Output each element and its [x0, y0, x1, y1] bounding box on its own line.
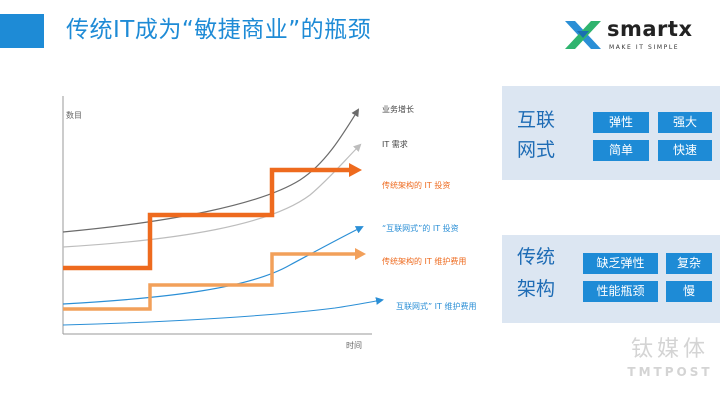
- traditional-maintenance-step: [63, 248, 366, 311]
- traditional-investment-step: [63, 163, 362, 271]
- slide-title: 传统IT成为“敏捷商业”的瓶颈: [66, 17, 372, 43]
- tag-lack-of-elasticity: 缺乏弹性: [583, 253, 658, 274]
- internet-investment-curve: [62, 226, 364, 305]
- it-demand-label: IT 需求: [382, 140, 408, 149]
- smartx-logo: smartx MAKE IT SIMPLE: [563, 17, 713, 59]
- title-accent-bar: [0, 14, 44, 48]
- internet-panel-title-line2: 网式: [516, 139, 555, 161]
- traditional-architecture-panel: 传统 架构 缺乏弹性 复杂 性能瓶颈 慢: [502, 235, 720, 323]
- business-growth-label: 业务增长: [382, 105, 414, 114]
- internet-maintenance-label: 互联网式” IT 维护费用: [396, 302, 477, 311]
- smartx-mark-icon: [565, 21, 601, 49]
- logo-name: smartx: [607, 17, 693, 41]
- tmtpost-watermark: 钛媒体 TMTPOST: [622, 336, 718, 398]
- traditional-panel-title-line1: 传统: [516, 246, 555, 268]
- tag-performance-bottleneck: 性能瓶颈: [583, 281, 658, 302]
- traditional-panel-title-line2: 架构: [516, 278, 555, 300]
- y-axis-label: 数目: [66, 111, 82, 120]
- internet-investment-label: “互联网式”的 IT 投资: [382, 224, 459, 233]
- tag-powerful: 强大: [658, 112, 712, 133]
- traditional-investment-label: 传统架构的 IT 投资: [382, 181, 451, 190]
- internet-panel-title-line1: 互联: [516, 109, 555, 131]
- internet-maintenance-curve: [62, 297, 384, 326]
- it-demand-curve: [62, 143, 362, 248]
- logo-tagline: MAKE IT SIMPLE: [609, 44, 680, 51]
- business-growth-curve: [62, 108, 360, 233]
- tag-elastic: 弹性: [593, 112, 649, 133]
- watermark-cn: 钛媒体: [630, 337, 709, 362]
- tag-simple: 简单: [593, 140, 649, 161]
- tag-complex: 复杂: [666, 253, 712, 274]
- it-cost-diagram: [62, 96, 384, 335]
- watermark-en: TMTPOST: [627, 365, 713, 379]
- tag-fast: 快速: [658, 140, 712, 161]
- x-axis-label: 时间: [346, 341, 362, 350]
- tag-slow: 慢: [666, 281, 712, 302]
- internet-style-panel: 互联 网式 弹性 强大 简单 快速: [502, 86, 720, 180]
- traditional-maintenance-label: 传统架构的 IT 维护费用: [382, 257, 467, 266]
